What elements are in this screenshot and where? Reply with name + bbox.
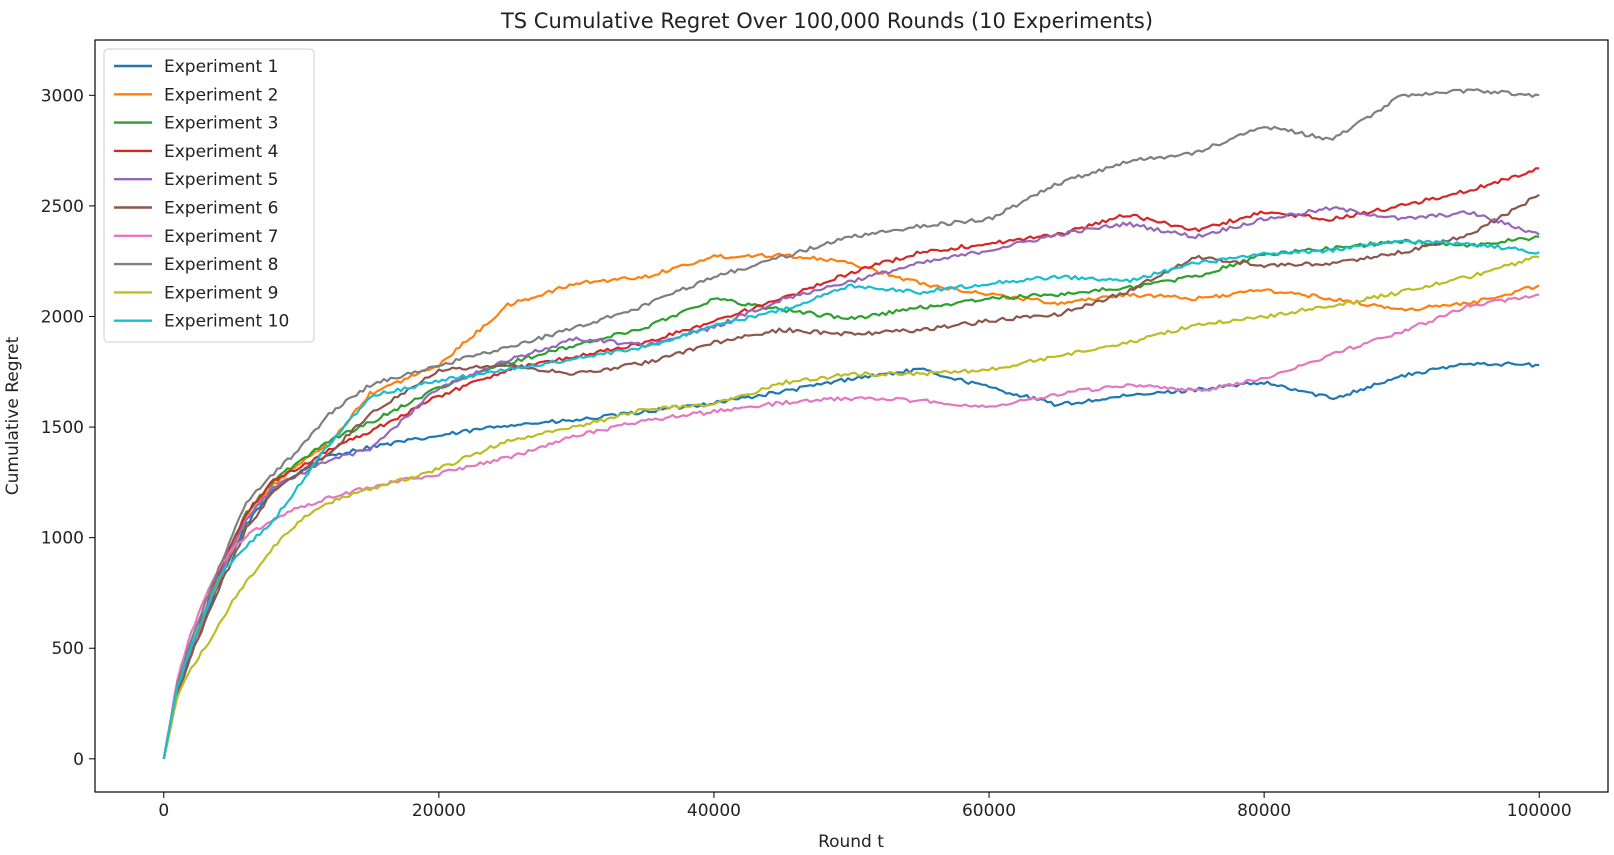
y-tick-label: 1000 (41, 529, 84, 549)
chart-title: TS Cumulative Regret Over 100,000 Rounds… (500, 9, 1153, 33)
y-tick-label: 0 (73, 750, 84, 770)
legend-label: Experiment 3 (164, 114, 278, 134)
x-tick-label: 0 (158, 801, 169, 821)
series-line-experiment-5 (162, 206, 1540, 760)
x-axis-ticks: 0 20000 40000 60000 80000 100000 (158, 792, 1572, 821)
series-line-experiment-2 (162, 252, 1540, 760)
y-axis-label: Cumulative Regret (3, 336, 23, 495)
y-tick-label: 2500 (41, 197, 84, 217)
legend-label: Experiment 4 (164, 142, 278, 162)
legend: Experiment 1 Experiment 2 Experiment 3 Expe… (103, 48, 315, 343)
y-tick-label: 1500 (41, 418, 84, 438)
legend-label: Experiment 5 (164, 170, 278, 190)
series-line-experiment-4 (162, 167, 1540, 759)
legend-label: Experiment 7 (164, 227, 278, 247)
x-tick-label: 40000 (687, 801, 741, 821)
series-line-experiment-3 (162, 235, 1540, 760)
series-line-experiment-6 (162, 193, 1540, 760)
series-line-experiment-10 (162, 239, 1540, 759)
y-tick-label: 2000 (41, 307, 84, 327)
plot-area-frame (94, 39, 1609, 793)
legend-label: Experiment 2 (164, 85, 278, 105)
series-line-experiment-8 (162, 88, 1540, 760)
y-tick-label: 500 (52, 639, 84, 659)
legend-label: Experiment 8 (164, 255, 278, 275)
series-line-experiment-7 (162, 293, 1540, 759)
x-tick-label: 60000 (962, 801, 1016, 821)
series-line-experiment-9 (162, 255, 1540, 760)
plot-lines (162, 88, 1540, 760)
x-tick-label: 20000 (412, 801, 466, 821)
x-axis-label: Round t (818, 832, 884, 852)
legend-label: Experiment 1 (164, 57, 278, 77)
x-tick-label: 80000 (1237, 801, 1291, 821)
legend-label: Experiment 6 (164, 199, 278, 219)
y-axis-ticks: 0 500 1000 1500 2000 2500 3000 (41, 86, 95, 770)
y-tick-label: 3000 (41, 86, 84, 106)
series-line-experiment-1 (162, 361, 1540, 760)
legend-label: Experiment 9 (164, 283, 278, 303)
legend-box (103, 48, 315, 343)
legend-label: Experiment 10 (164, 312, 289, 332)
x-tick-label: 100000 (1507, 801, 1572, 821)
